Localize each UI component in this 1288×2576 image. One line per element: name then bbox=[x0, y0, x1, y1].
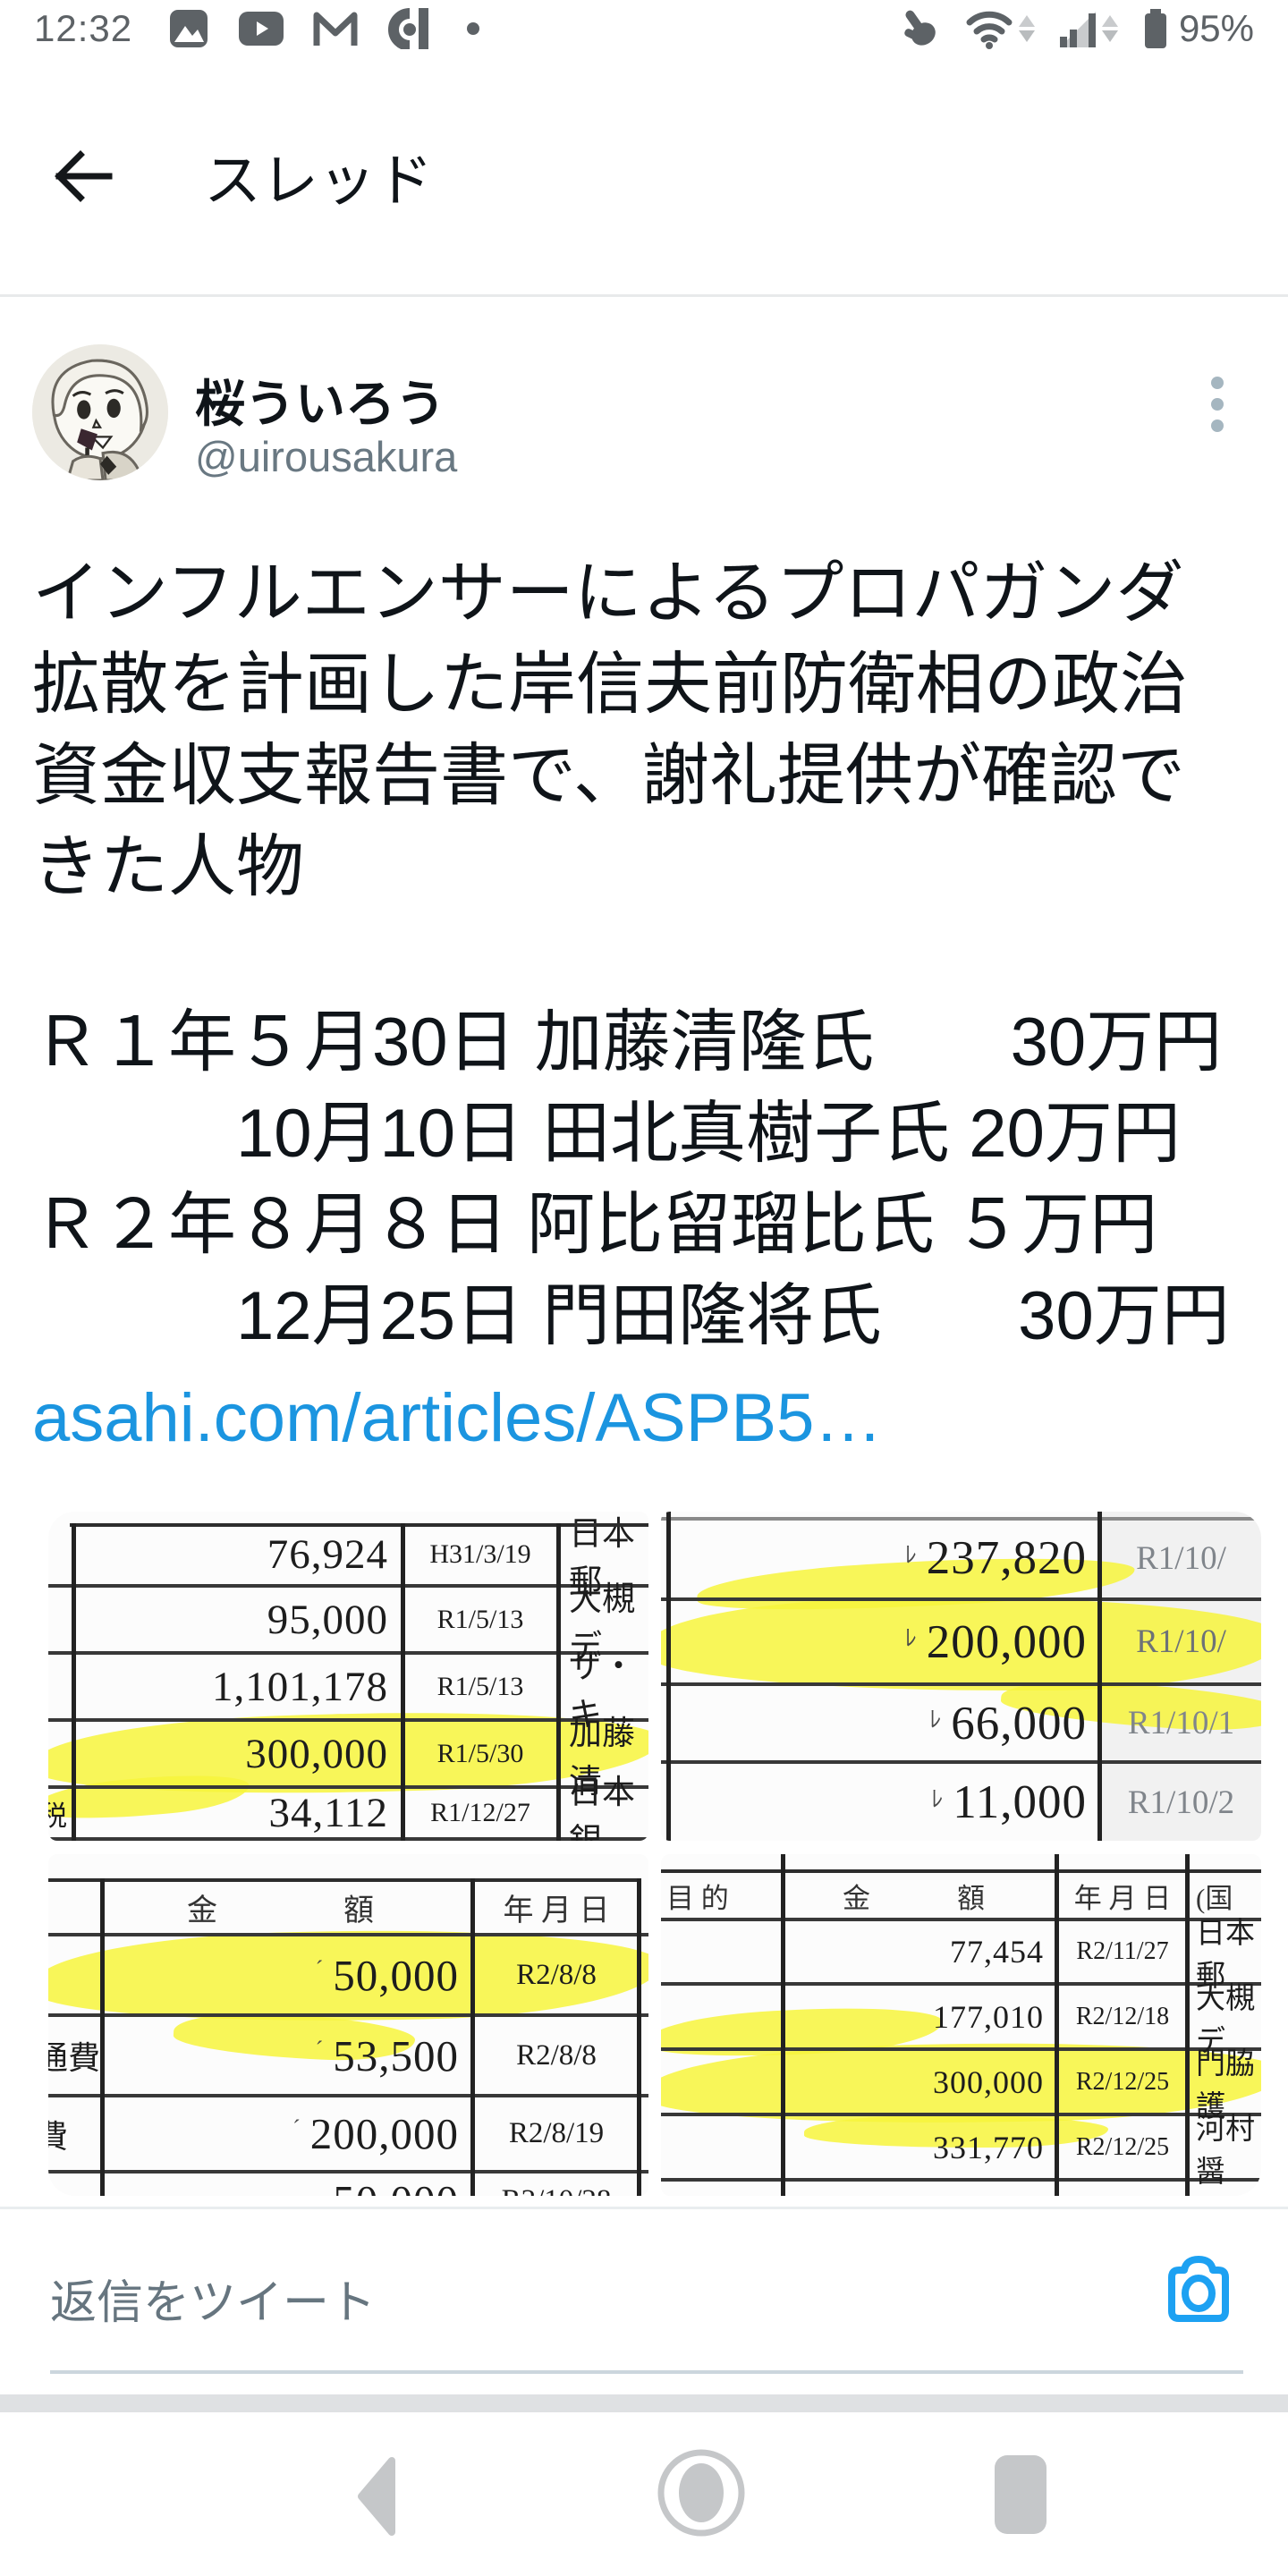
table-header-row: 目 的 金 額 年 月 日 (国 bbox=[661, 1873, 1261, 1921]
home-icon[interactable] bbox=[655, 2446, 748, 2544]
table-row: ﾚ 237,820 R1/10/ bbox=[661, 1519, 1261, 1601]
reply-input[interactable]: 返信をツイート bbox=[50, 2277, 377, 2329]
table-row: 税 34,112 R1/12/27 日本銀 bbox=[48, 1775, 648, 1841]
reply-divider bbox=[50, 2370, 1243, 2374]
touch-gesture-icon bbox=[896, 6, 941, 51]
table-header-row: 金 額 年 月 日 bbox=[48, 1882, 648, 1936]
table-row-highlighted: ﾚ 200,000 R1/10/ bbox=[661, 1601, 1261, 1686]
table-row: 177,010 R2/12/18 大槻デ bbox=[661, 1983, 1261, 2058]
author-name[interactable]: 桜ういろう bbox=[195, 376, 445, 432]
wifi-activity-arrows bbox=[1018, 15, 1035, 42]
reply-bar: 返信をツイート bbox=[0, 2207, 1288, 2394]
notification-dot-icon bbox=[467, 22, 480, 35]
android-nav-bar bbox=[0, 2412, 1288, 2576]
tweet: 桜ういろう @uirousakura インフルエンサーによるプロパガンダ拡散を計… bbox=[0, 300, 1288, 2207]
scan-image-bottom-left[interactable]: 金 額 年 月 日 ˊ 50,000 R2/8/8 通費 ˊ 53,500 R2/8… bbox=[48, 1854, 648, 2196]
photos-icon bbox=[168, 8, 209, 49]
battery-icon bbox=[1141, 7, 1170, 50]
scan-image-bottom-right[interactable]: 目 的 金 額 年 月 日 (国 77,454 R2/11/27 日本郵 177… bbox=[661, 1854, 1261, 2196]
toolbar: スレッド bbox=[0, 57, 1288, 297]
battery-percent: 95% bbox=[1178, 7, 1254, 49]
back-icon[interactable] bbox=[356, 2455, 397, 2542]
tweet-line: Ｒ２年８月８日 阿比留瑠比氏 ５万円 bbox=[32, 1187, 1158, 1263]
more-menu-icon[interactable] bbox=[1211, 377, 1229, 441]
avatar[interactable] bbox=[32, 344, 168, 480]
table-row: 76,924 H31/3/19 日本郵 bbox=[48, 1516, 648, 1601]
scan-image-top-right[interactable]: ﾚ 237,820 R1/10/ ﾚ 200,000 R1/10/ ﾚ 66,000 … bbox=[661, 1512, 1261, 1841]
gmail-icon bbox=[313, 10, 358, 47]
table-row: 331,770 R2/12/25 河村醤 bbox=[661, 2114, 1261, 2189]
table-row-highlighted: 300,000 R2/12/25 門脇護 bbox=[661, 2048, 1261, 2123]
table-row bbox=[661, 2182, 1261, 2196]
system-divider bbox=[0, 2394, 1288, 2412]
wifi-icon bbox=[964, 8, 1035, 49]
dpoint-icon bbox=[386, 8, 433, 49]
camera-icon[interactable] bbox=[1156, 2247, 1241, 2337]
cell-signal-icon bbox=[1058, 8, 1118, 49]
table-row: 1,101,178 R1/5/13 ザ・キ bbox=[48, 1648, 648, 1733]
status-bar: 12:32 bbox=[0, 0, 1288, 57]
back-arrow-icon[interactable] bbox=[50, 142, 118, 210]
tweet-line: Ｒ１年５月30日 加藤清隆氏 30万円 bbox=[32, 1004, 1223, 1080]
table-row: 50,000 R2/10/28 bbox=[48, 2174, 648, 2197]
author-handle[interactable]: @uirousakura bbox=[195, 433, 458, 480]
status-bar-right: 95% bbox=[873, 6, 1254, 51]
tweet-line: 10月10日 田北真樹子氏 20万円 bbox=[32, 1096, 1181, 1172]
table-row-highlighted: 300,000 R1/5/30 加藤清 bbox=[48, 1716, 648, 1801]
recents-icon[interactable] bbox=[995, 2455, 1046, 2534]
table-row: 通費 ˊ 53,500 R2/8/8 bbox=[48, 2017, 648, 2097]
table-row: 費 ˊ 200,000 R2/8/19 bbox=[48, 2097, 648, 2174]
table-row-highlighted: ˊ 50,000 R2/8/8 bbox=[48, 1936, 648, 2017]
table-row: ﾚ 11,000 R1/10/2 bbox=[931, 1776, 1235, 1828]
article-link[interactable]: asahi.com/articles/ASPB5… bbox=[32, 1380, 883, 1456]
table-row: 77,454 R2/11/27 日本郵 bbox=[661, 1918, 1261, 1993]
media-grid: 76,924 H31/3/19 日本郵 95,000 R1/5/13 大槻デ 1… bbox=[48, 1512, 1261, 2196]
youtube-icon bbox=[238, 11, 284, 47]
table-row: ﾚ 66,000 R1/10/1 bbox=[661, 1686, 1261, 1764]
status-bar-left: 12:32 bbox=[34, 7, 480, 50]
cell-activity-arrows bbox=[1101, 15, 1118, 42]
tweet-line: 12月25日 門田隆将氏 30万円 bbox=[32, 1278, 1230, 1354]
clock: 12:32 bbox=[34, 7, 133, 49]
scan-image-top-left[interactable]: 76,924 H31/3/19 日本郵 95,000 R1/5/13 大槻デ 1… bbox=[48, 1512, 648, 1841]
tweet-body: インフルエンサーによるプロパガンダ拡散を計画した岸信夫前防衛相の政治資金収支報告… bbox=[32, 555, 1188, 905]
page-title: スレッド bbox=[204, 148, 433, 213]
